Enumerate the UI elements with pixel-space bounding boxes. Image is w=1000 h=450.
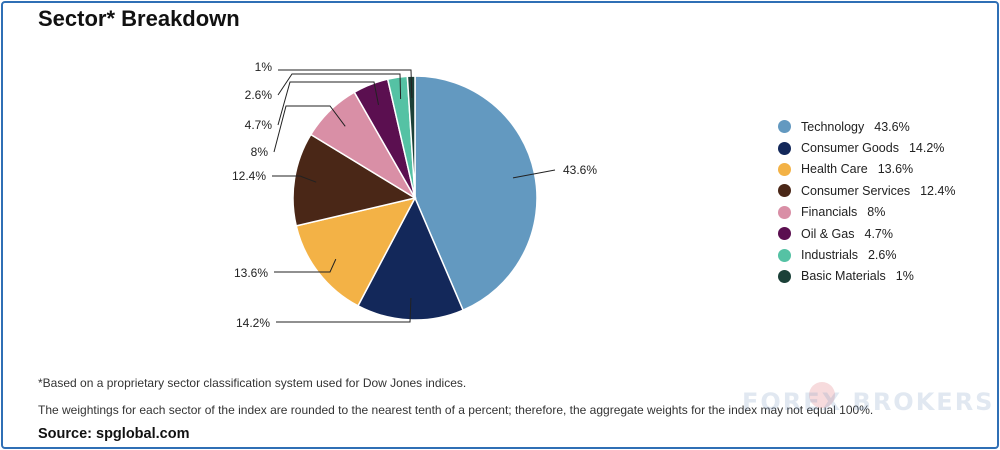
legend-label: Technology (801, 119, 865, 134)
footnote: *Based on a proprietary sector classific… (38, 376, 467, 390)
legend-item: Consumer Goods 14.2% (778, 137, 956, 158)
legend-value: 13.6% (877, 162, 914, 177)
chart-legend: Technology 43.6% Consumer Goods 14.2% Health… (778, 116, 956, 287)
legend-value: 2.6% (867, 248, 897, 263)
leader-line (278, 69, 413, 99)
leader-line (512, 169, 556, 179)
legend-swatch (778, 162, 791, 176)
leader-line (274, 258, 337, 273)
leader-line (273, 105, 346, 153)
legend-label: Financials (801, 205, 858, 220)
legend-swatch (778, 184, 791, 198)
chart-title: Sector* Breakdown (38, 6, 240, 31)
legend-item: Technology 43.6% (778, 116, 956, 137)
data-label: 12.4% (232, 169, 266, 183)
legend-swatch (778, 269, 791, 283)
legend-item: Financials 8% (778, 202, 956, 223)
legend-value: 8% (867, 205, 886, 220)
legend-label: Consumer Goods (801, 141, 899, 156)
legend-item: Consumer Services 12.4% (778, 180, 956, 201)
pie-slice-health-care (295, 196, 417, 307)
legend-item: Health Care 13.6% (778, 159, 956, 180)
data-label: 13.6% (234, 266, 268, 280)
source-credit: Source: spglobal.com (38, 426, 190, 442)
legend-label: Consumer Services (801, 183, 911, 198)
legend-label: Oil & Gas (801, 226, 855, 241)
data-label: 2.6% (245, 88, 273, 102)
leader-line (277, 73, 402, 100)
legend-swatch (778, 120, 791, 134)
watermark-text: FOREX BROKERS (742, 388, 995, 416)
legend-value: 4.7% (864, 226, 894, 241)
legend-label: Health Care (801, 162, 868, 177)
weighting-note: The weightings for each sector of the in… (38, 403, 874, 417)
legend-swatch (778, 227, 791, 241)
legend-swatch (778, 141, 791, 155)
legend-label: Industrials (801, 248, 858, 263)
legend-value: 43.6% (874, 119, 910, 134)
data-label: 43.6% (563, 163, 597, 177)
leader-line (276, 297, 412, 323)
leader-line (272, 175, 317, 183)
data-label: 1% (255, 60, 273, 74)
legend-item: Basic Materials 1% (778, 266, 956, 287)
legend-value: 12.4% (920, 183, 956, 198)
data-label: 4.7% (245, 118, 273, 132)
pie-slice-consumer-services (292, 133, 417, 227)
data-label: 14.2% (236, 316, 270, 330)
data-label: 8% (251, 145, 269, 159)
forexbrokers-heart-logo (809, 382, 835, 408)
legend-value: 1% (895, 269, 914, 284)
legend-swatch (778, 205, 791, 219)
legend-item: Oil & Gas 4.7% (778, 223, 956, 244)
legend-value: 14.2% (908, 141, 945, 156)
leader-line (277, 81, 379, 126)
legend-label: Basic Materials (801, 269, 886, 284)
legend-item: Industrials 2.6% (778, 244, 956, 265)
legend-swatch (778, 248, 791, 262)
